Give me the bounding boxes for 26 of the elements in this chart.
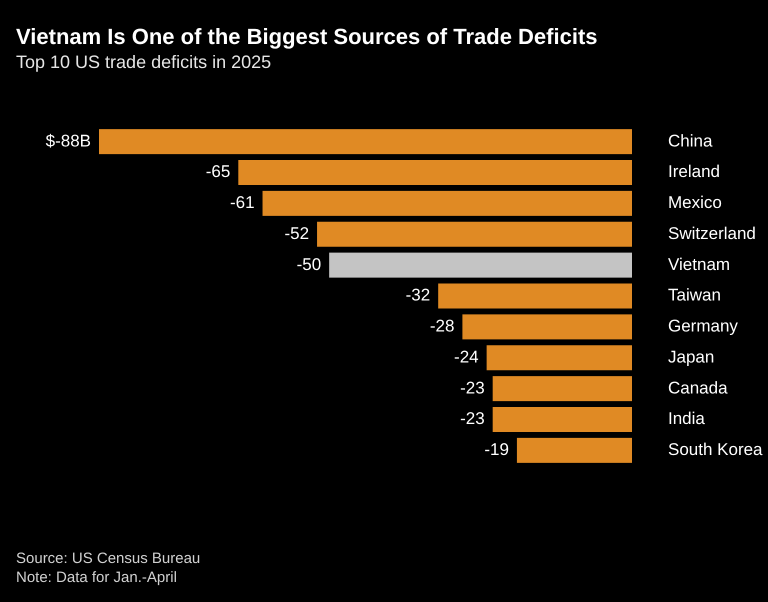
data-label: -52 [284,224,310,243]
chart-title: Vietnam Is One of the Biggest Sources of Trade Deficits [16,24,598,50]
data-label: -23 [460,409,485,428]
data-label: -24 [454,347,479,366]
data-label: -19 [484,440,509,460]
y-tick-label: Ireland [668,162,720,182]
data-label: -32 [406,286,430,305]
data-label: -23 [460,378,485,398]
y-tick-label: India [668,409,706,428]
chart-subtitle: Top 10 US trade deficits in 2025 [16,52,272,73]
y-tick-label: Mexico [668,193,722,212]
source-note: Source: US Census Bureau [16,549,200,568]
y-tick-label: South Korea [668,440,764,460]
y-tick-label: China [668,131,713,150]
y-tick-label: Switzerland [668,224,756,243]
data-label: -28 [430,316,454,336]
data-label: $-88B [46,131,91,150]
y-tick-label: Canada [668,378,728,398]
data-label: -50 [296,254,322,274]
text: Note: Data for Jan.-April [16,568,178,587]
y-tick-label: Germany [668,316,738,336]
y-tick-label: Japan [668,347,714,366]
data-label: -65 [206,162,230,182]
data-label: -61 [230,193,255,212]
y-tick-label: Vietnam [668,254,730,274]
y-tick-label: Taiwan [668,286,721,305]
